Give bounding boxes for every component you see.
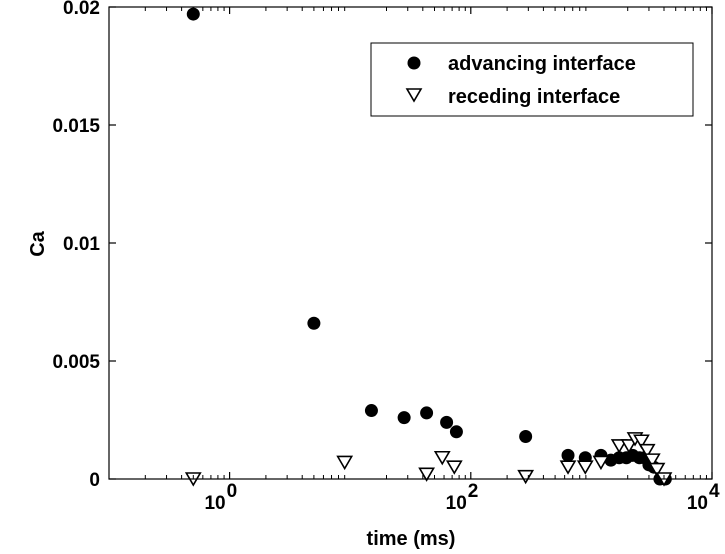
point-advancing	[449, 425, 463, 439]
legend: advancing interface receding interface	[370, 42, 694, 117]
y-axis-title: Ca	[27, 230, 49, 256]
x-tick-exponent: 4	[709, 481, 720, 502]
legend-marker-advancing	[407, 56, 421, 70]
x-tick-label: 10	[204, 493, 225, 514]
y-tick-label: 0	[89, 470, 100, 491]
y-tick-label: 0.015	[52, 116, 100, 137]
y-tick-label: 0.01	[63, 234, 100, 255]
point-advancing	[307, 316, 321, 330]
point-receding	[620, 439, 638, 454]
point-advancing	[561, 448, 575, 462]
point-advancing	[397, 411, 411, 425]
point-advancing	[364, 404, 378, 418]
point-receding	[559, 460, 577, 475]
point-receding	[445, 460, 463, 475]
y-tick-label: 0.005	[52, 352, 100, 373]
point-advancing	[440, 415, 454, 429]
x-axis-title: time (ms)	[367, 528, 456, 550]
y-tick-label: 0.02	[63, 0, 100, 19]
point-advancing	[186, 7, 200, 21]
x-tick-label: 10	[446, 493, 467, 514]
point-receding	[592, 455, 610, 471]
point-advancing	[519, 430, 533, 444]
point-advancing	[420, 406, 434, 420]
point-receding	[610, 439, 628, 454]
point-receding	[336, 455, 354, 471]
data-points	[184, 7, 673, 487]
point-receding	[433, 450, 451, 466]
point-receding	[418, 467, 435, 482]
x-tick-exponent: 0	[227, 481, 238, 502]
point-receding	[648, 462, 666, 478]
point-receding	[576, 460, 594, 475]
legend-label-advancing: advancing interface	[448, 53, 636, 75]
point-receding	[633, 434, 650, 449]
point-receding	[638, 443, 656, 459]
point-receding	[517, 469, 535, 485]
legend-box	[370, 42, 694, 117]
x-tick-label: 10	[687, 493, 708, 514]
point-receding	[643, 453, 661, 468]
legend-label-receding: receding interface	[448, 86, 620, 108]
legend-marker-receding	[405, 88, 423, 103]
x-tick-exponent: 2	[468, 481, 479, 502]
